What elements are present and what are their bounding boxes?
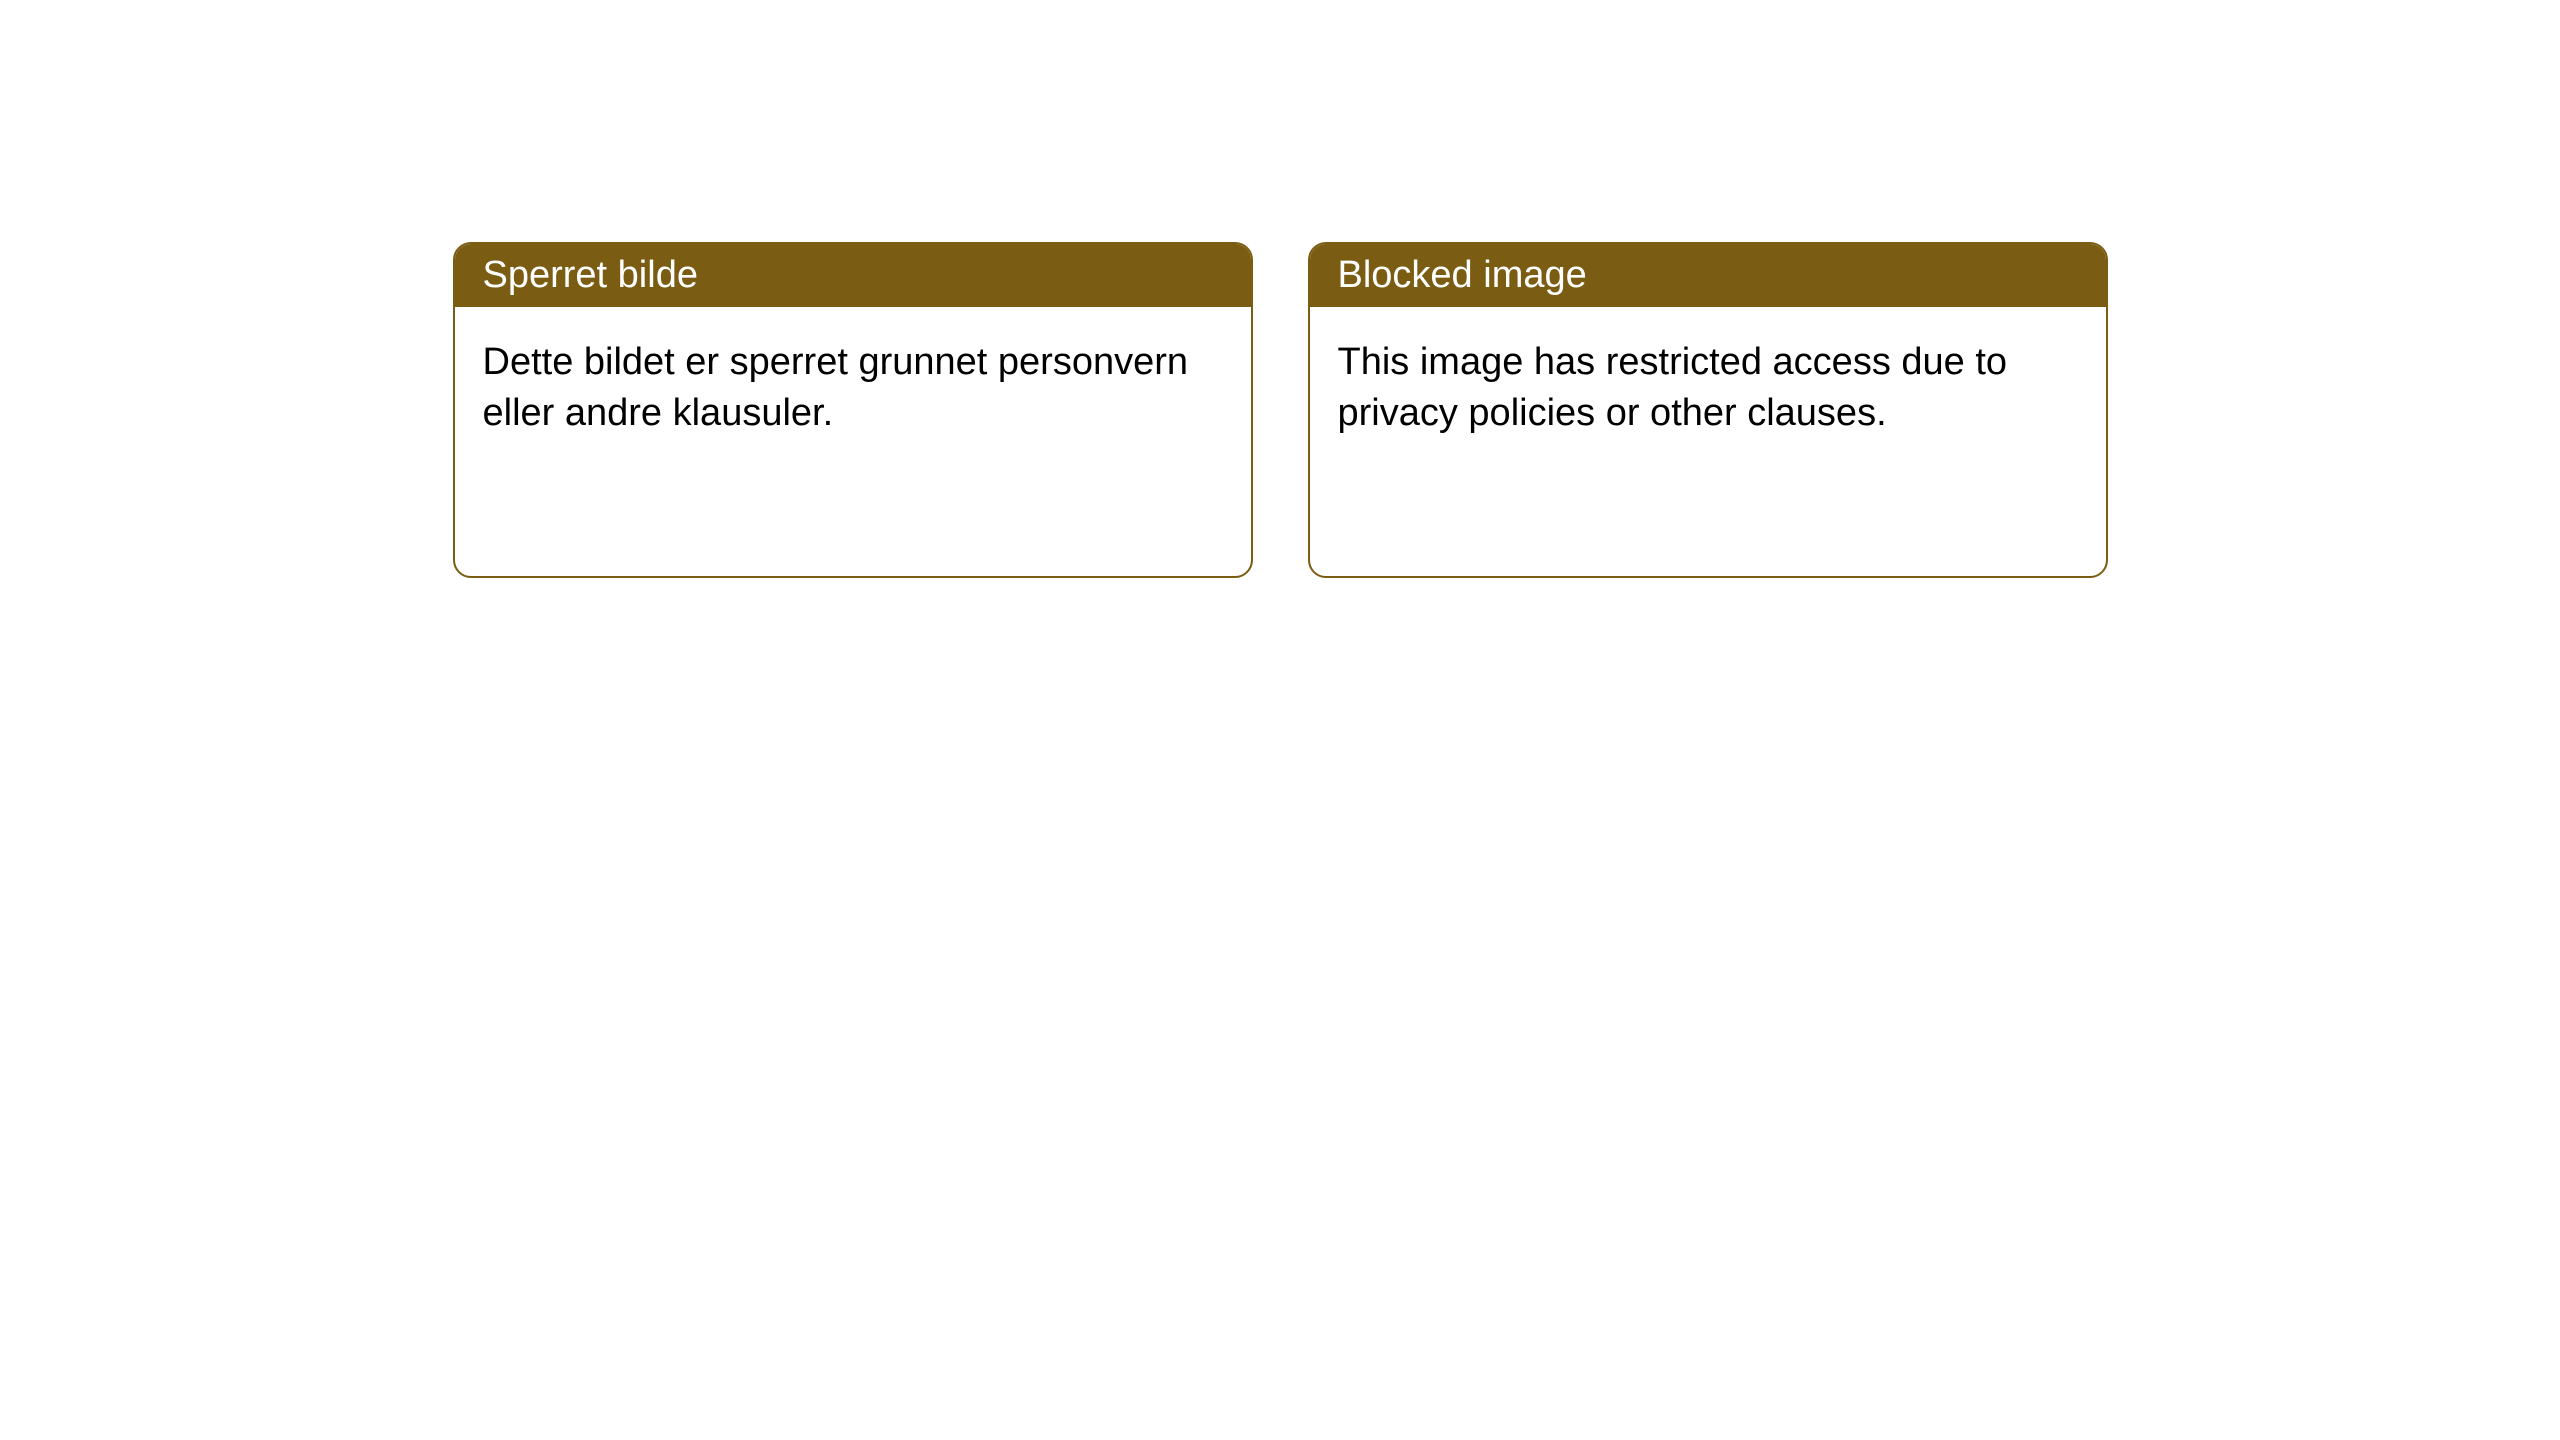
notice-message: Dette bildet er sperret grunnet personve… (483, 341, 1189, 434)
notice-body: This image has restricted access due to … (1310, 307, 2106, 470)
notice-header: Blocked image (1310, 244, 2106, 307)
notice-container: Sperret bilde Dette bildet er sperret gr… (453, 242, 2108, 1440)
notice-box-norwegian: Sperret bilde Dette bildet er sperret gr… (453, 242, 1253, 578)
notice-title: Blocked image (1338, 254, 1587, 296)
notice-body: Dette bildet er sperret grunnet personve… (455, 307, 1251, 470)
notice-header: Sperret bilde (455, 244, 1251, 307)
notice-box-english: Blocked image This image has restricted … (1308, 242, 2108, 578)
notice-message: This image has restricted access due to … (1338, 341, 2008, 434)
notice-title: Sperret bilde (483, 254, 698, 296)
